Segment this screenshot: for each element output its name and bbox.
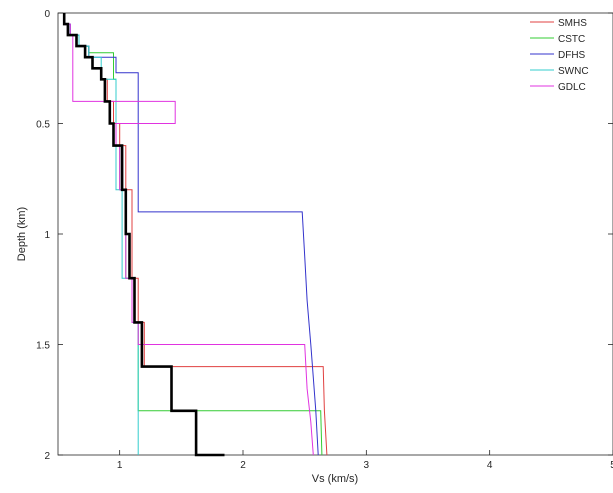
x-tick-label: 5	[610, 460, 613, 471]
axes-box	[57, 12, 613, 456]
x-tick-label: 2	[240, 460, 246, 471]
x-tick-label: 3	[364, 460, 370, 471]
y-tick-label: 1	[44, 230, 50, 241]
y-tick-label: 0.5	[36, 120, 50, 131]
x-tick-label: 1	[117, 460, 123, 471]
legend-label-swnc: SWNC	[558, 66, 589, 77]
legend-label-smhs: SMHS	[558, 18, 587, 29]
y-tick-label: 2	[44, 451, 50, 462]
y-tick-label: 1.5	[36, 341, 50, 352]
y-axis: 0 0.5 1 1.5 2	[36, 9, 613, 462]
legend-label-gdlc: GDLC	[558, 82, 586, 93]
reference-profile-line	[62, 13, 225, 457]
y-tick-label: 0	[44, 9, 50, 20]
legend-label-cstc: CSTC	[558, 34, 585, 45]
x-tick-label: 4	[487, 460, 493, 471]
plot-area	[57, 12, 613, 456]
legend-label-dfhs: DFHS	[558, 50, 586, 61]
y-axis-label: Depth (km)	[16, 207, 28, 261]
series-layer	[62, 13, 328, 457]
legend: SMHS CSTC DFHS SWNC GDLC	[530, 18, 589, 93]
x-axis-label: Vs (km/s)	[312, 473, 358, 485]
x-axis: 1 2 3 4 5	[117, 450, 613, 471]
